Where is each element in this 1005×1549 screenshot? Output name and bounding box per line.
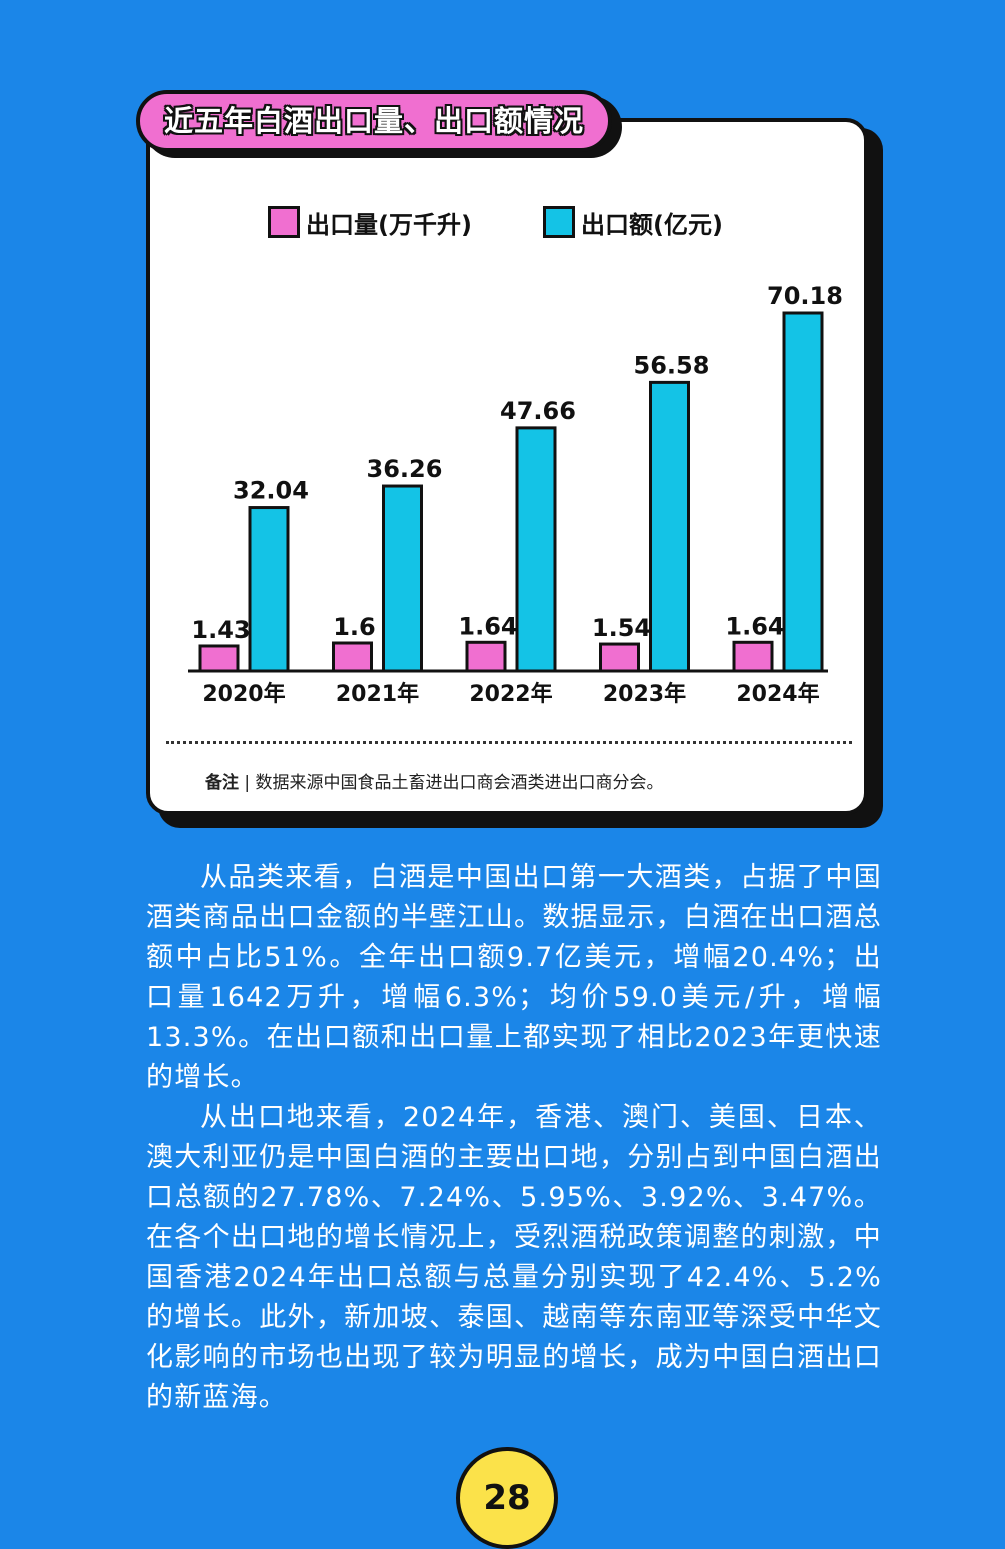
- paragraph-2: 从出口地来看，2024年，香港、澳门、美国、日本、澳大利亚仍是中国白酒的主要出口…: [146, 1102, 882, 1413]
- bar-volume-2023年: [599, 642, 640, 673]
- tick-label-2022年: 2022年: [469, 681, 552, 707]
- label-volume-2024年: 1.64: [725, 612, 784, 640]
- page-number: 28: [456, 1447, 558, 1549]
- paragraph-1: 从品类来看，白酒是中国出口第一大酒类，占据了中国酒类商品出口金额的半壁江山。数据…: [146, 862, 882, 1093]
- label-value-2021年: 36.26: [367, 455, 443, 483]
- label-volume-2021年: 1.6: [333, 613, 376, 641]
- tick-label-2024年: 2024年: [736, 681, 819, 707]
- label-value-2023年: 56.58: [634, 351, 710, 379]
- tick-label-2020年: 2020年: [202, 681, 285, 707]
- note-prefix: 备注: [205, 773, 239, 793]
- legend-swatch-value: [543, 206, 575, 238]
- legend-item-volume: 出口量(万千升): [268, 204, 472, 240]
- legend-label-value: 出口额(亿元): [581, 210, 723, 239]
- label-volume-2020年: 1.43: [191, 616, 250, 644]
- dotted-divider: [166, 741, 852, 744]
- bar-volume-2024年: [732, 640, 774, 673]
- bar-value-2023年: [649, 380, 690, 673]
- bar-value-2022年: [515, 426, 557, 673]
- bar-chart: 1.43 32.04 2020年 1.6 36.26 2021年 1.64 47.66 2022…: [188, 282, 843, 707]
- bar-volume-2022年: [465, 640, 507, 673]
- label-volume-2022年: 1.64: [458, 612, 517, 640]
- bar-value-2021年: [382, 484, 423, 673]
- legend-swatch-volume: [268, 206, 300, 238]
- tick-label-2023年: 2023年: [603, 681, 686, 707]
- bar-value-2024年: [782, 311, 824, 673]
- chart-title: 近五年白酒出口量、出口额情况: [136, 90, 612, 152]
- bar-volume-2021年: [332, 641, 373, 673]
- legend-label-volume: 出口量(万千升): [306, 210, 472, 239]
- bar-volume-2020年: [198, 644, 240, 673]
- article-body: 从品类来看，白酒是中国出口第一大酒类，占据了中国酒类商品出口金额的半壁江山。数据…: [146, 858, 882, 1418]
- chart-card: [146, 118, 868, 815]
- label-volume-2023年: 1.54: [592, 614, 651, 642]
- label-value-2020年: 32.04: [233, 477, 309, 505]
- bar-value-2020年: [248, 506, 290, 673]
- legend-item-value: 出口额(亿元): [543, 204, 723, 240]
- note-text: 数据来源中国食品土畜进出口商会酒类进出口商分会。: [255, 773, 664, 793]
- source-note: 备注 | 数据来源中国食品土畜进出口商会酒类进出口商分会。: [205, 768, 664, 793]
- tick-label-2021年: 2021年: [336, 681, 419, 707]
- label-value-2022年: 47.66: [500, 397, 576, 425]
- label-value-2024年: 70.18: [767, 282, 843, 310]
- note-separator: |: [239, 773, 256, 793]
